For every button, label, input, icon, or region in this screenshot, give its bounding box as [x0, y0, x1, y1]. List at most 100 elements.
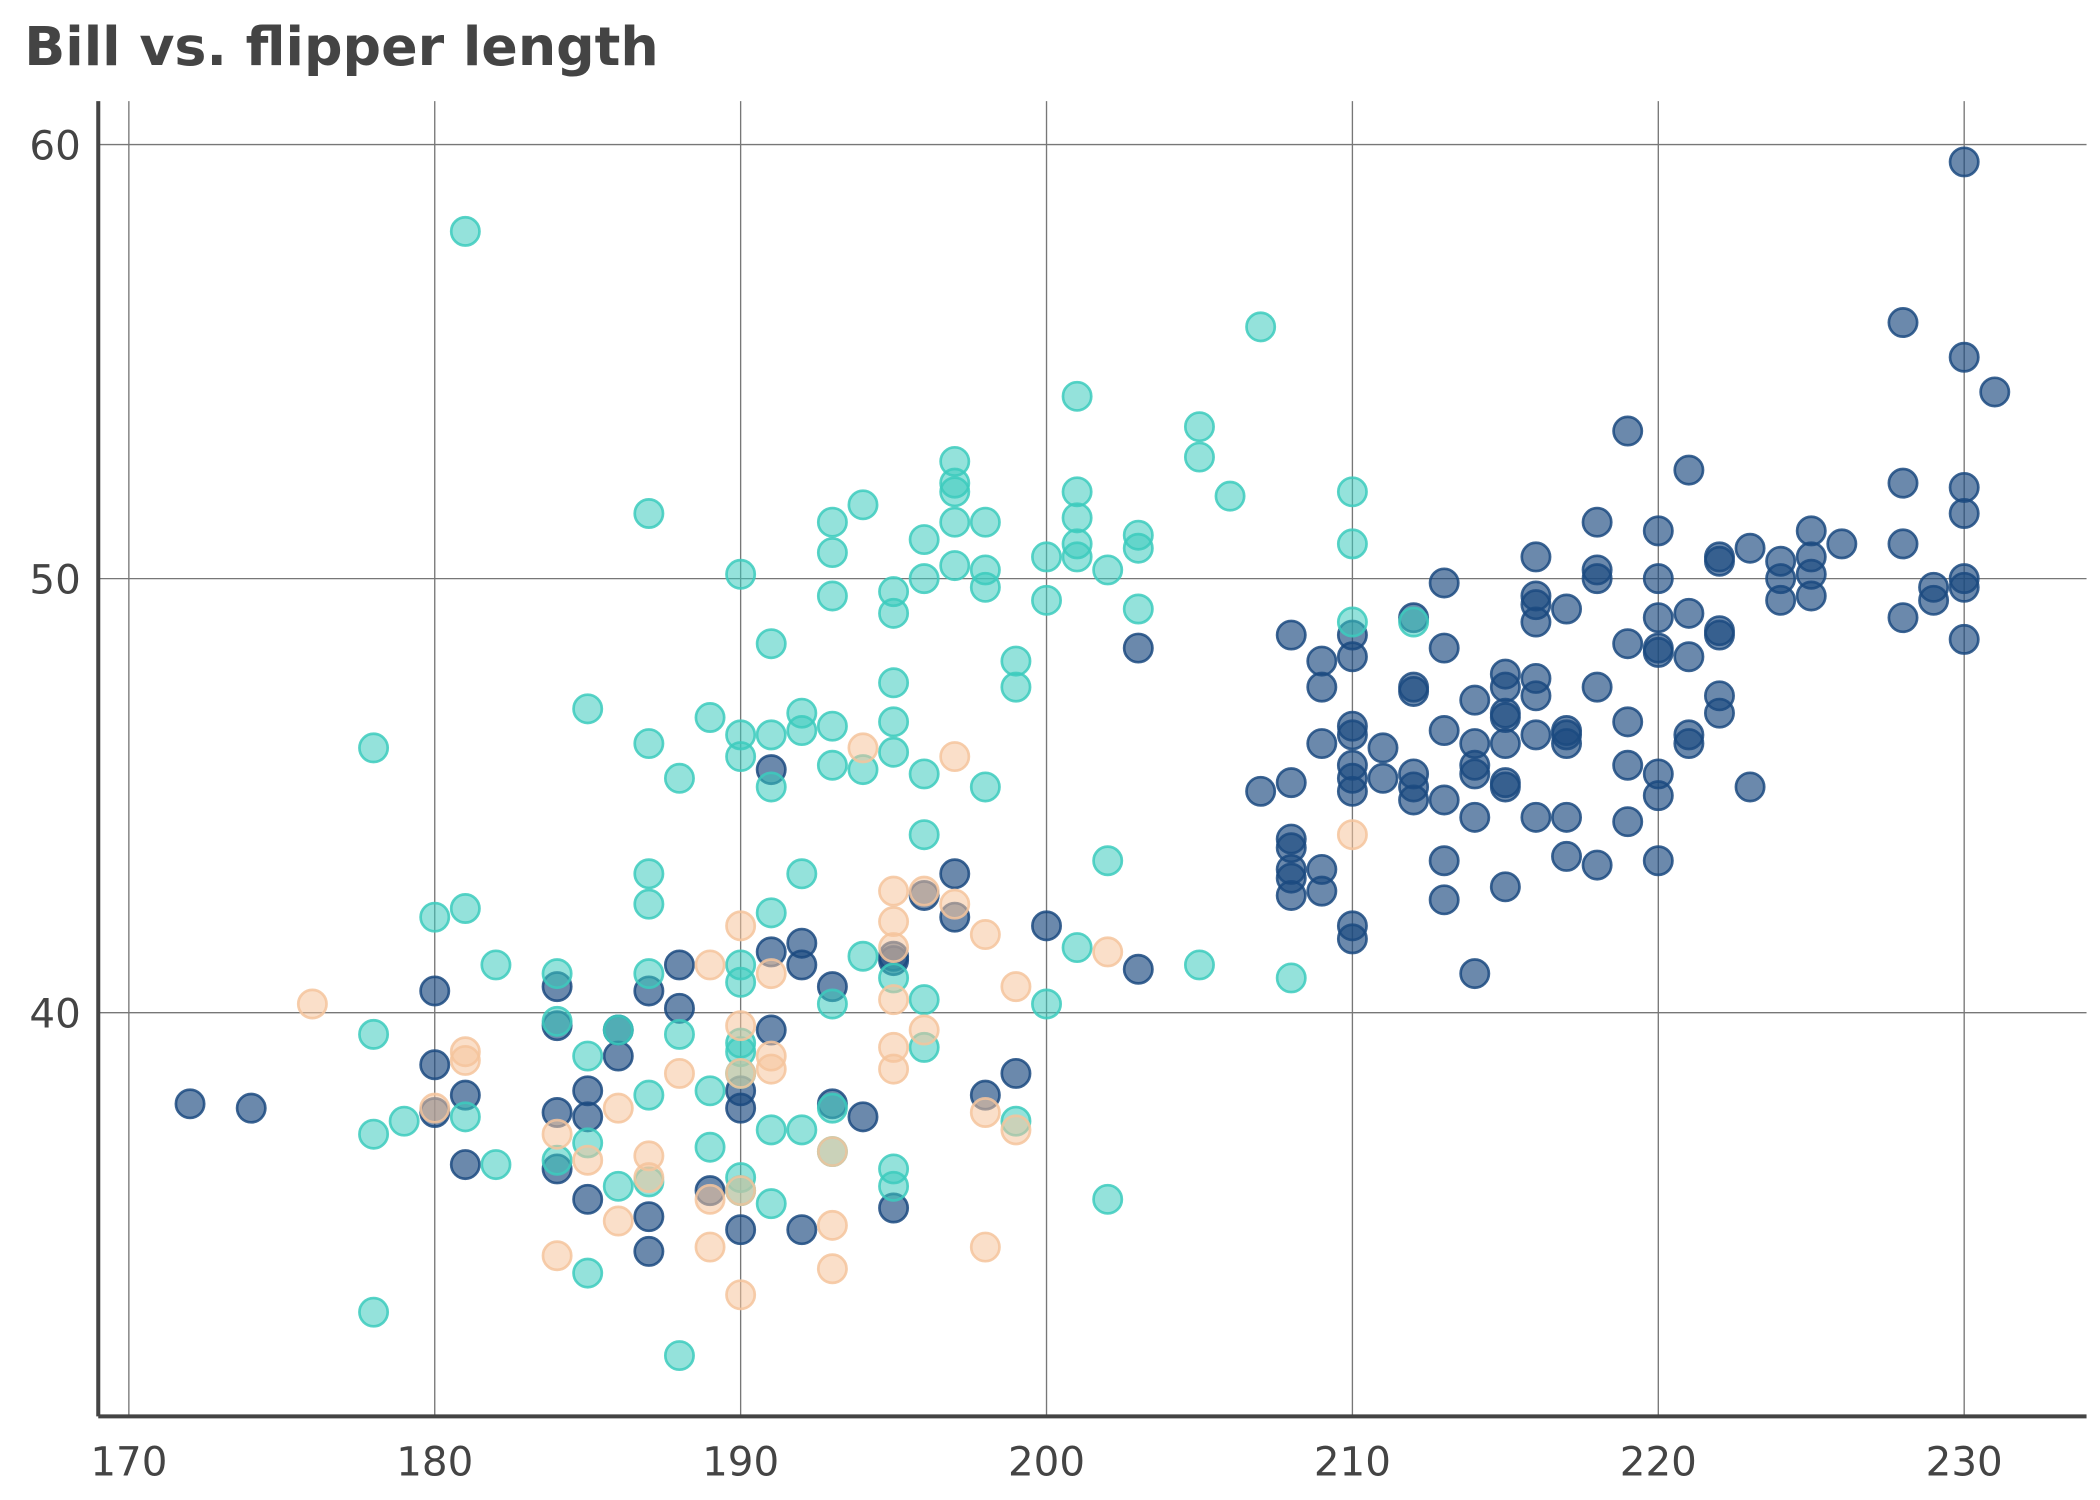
data-point	[786, 1214, 818, 1246]
data-point	[572, 1040, 604, 1072]
data-point	[358, 1296, 390, 1328]
data-point	[1000, 1114, 1032, 1146]
data-point	[1642, 780, 1674, 812]
data-point	[1061, 541, 1093, 573]
data-point	[1703, 697, 1735, 729]
data-point	[602, 1092, 634, 1124]
data-point	[449, 893, 481, 924]
data-point	[908, 563, 940, 595]
data-point	[816, 1253, 848, 1285]
data-point	[663, 992, 695, 1024]
data-point	[1489, 702, 1521, 733]
data-point	[1122, 593, 1154, 625]
data-point	[908, 524, 940, 556]
data-point	[1061, 476, 1093, 508]
data-point	[1918, 584, 1950, 616]
data-point	[725, 1175, 757, 1207]
data-point	[1031, 541, 1063, 573]
data-points	[174, 146, 2011, 1372]
data-point	[1000, 971, 1032, 1003]
data-point	[1979, 376, 2011, 408]
data-point	[449, 215, 481, 247]
data-point	[663, 949, 695, 981]
data-point	[1948, 571, 1980, 603]
data-point	[1612, 749, 1644, 781]
data-point	[358, 1018, 390, 1050]
data-point	[786, 858, 818, 890]
data-point	[1642, 602, 1674, 634]
data-point	[633, 498, 665, 529]
data-point	[694, 1075, 726, 1107]
data-point	[1398, 675, 1430, 707]
data-point	[908, 984, 940, 1016]
data-point	[1948, 341, 1980, 373]
data-point	[358, 732, 390, 764]
data-point	[908, 758, 940, 790]
data-point	[816, 580, 848, 612]
data-point	[1428, 715, 1460, 747]
data-point	[1398, 784, 1430, 816]
x-tick-label: 190	[702, 1439, 779, 1486]
data-point	[1551, 801, 1583, 833]
data-point	[633, 888, 665, 920]
x-tick-label: 180	[396, 1439, 473, 1486]
data-point	[1520, 541, 1552, 573]
data-point	[1459, 684, 1491, 716]
data-point	[694, 949, 726, 981]
data-point	[449, 1149, 481, 1181]
data-point	[235, 1092, 267, 1124]
data-point	[1031, 910, 1063, 942]
data-point	[480, 949, 512, 981]
data-point	[1061, 502, 1093, 534]
data-point	[755, 897, 787, 929]
data-point	[1367, 762, 1399, 794]
data-point	[663, 1018, 695, 1050]
data-point	[1948, 146, 1980, 178]
data-point	[816, 537, 848, 569]
x-tick-label: 170	[90, 1439, 167, 1486]
data-point	[878, 1170, 910, 1202]
data-point	[939, 888, 971, 920]
data-point	[541, 958, 573, 990]
data-point	[1214, 480, 1246, 512]
data-point	[694, 702, 726, 733]
data-point	[878, 875, 910, 907]
data-point	[633, 858, 665, 890]
data-point	[1398, 606, 1430, 638]
data-point	[1275, 962, 1307, 994]
data-point	[725, 1010, 757, 1042]
data-point	[1520, 680, 1552, 712]
data-point	[1092, 554, 1124, 586]
data-point	[1459, 801, 1491, 833]
data-point	[725, 1092, 757, 1124]
x-tick-labels: 170 180 190 200 210 220 230	[90, 1439, 2002, 1486]
data-point	[969, 1231, 1001, 1263]
y-tick-label: 40	[29, 990, 80, 1037]
data-point	[1336, 775, 1368, 807]
data-point	[1734, 771, 1766, 803]
data-point	[1612, 415, 1644, 447]
data-point	[969, 771, 1001, 803]
data-point	[969, 571, 1001, 603]
data-point	[908, 875, 940, 907]
data-point	[908, 1014, 940, 1046]
data-point	[786, 1114, 818, 1146]
data-point	[1948, 498, 1980, 529]
data-point	[1734, 532, 1766, 564]
data-point	[969, 919, 1001, 951]
data-point	[663, 1340, 695, 1372]
data-point	[541, 1118, 573, 1150]
data-point	[1428, 632, 1460, 664]
data-point	[633, 728, 665, 760]
data-point	[725, 966, 757, 998]
data-point	[1306, 645, 1338, 677]
y-tick-label: 60	[29, 122, 80, 169]
data-point	[847, 940, 879, 972]
data-point	[816, 506, 848, 538]
data-point	[1336, 923, 1368, 955]
data-point	[419, 1049, 451, 1081]
data-point	[1306, 875, 1338, 907]
data-point	[1551, 840, 1583, 872]
data-point	[1122, 953, 1154, 985]
